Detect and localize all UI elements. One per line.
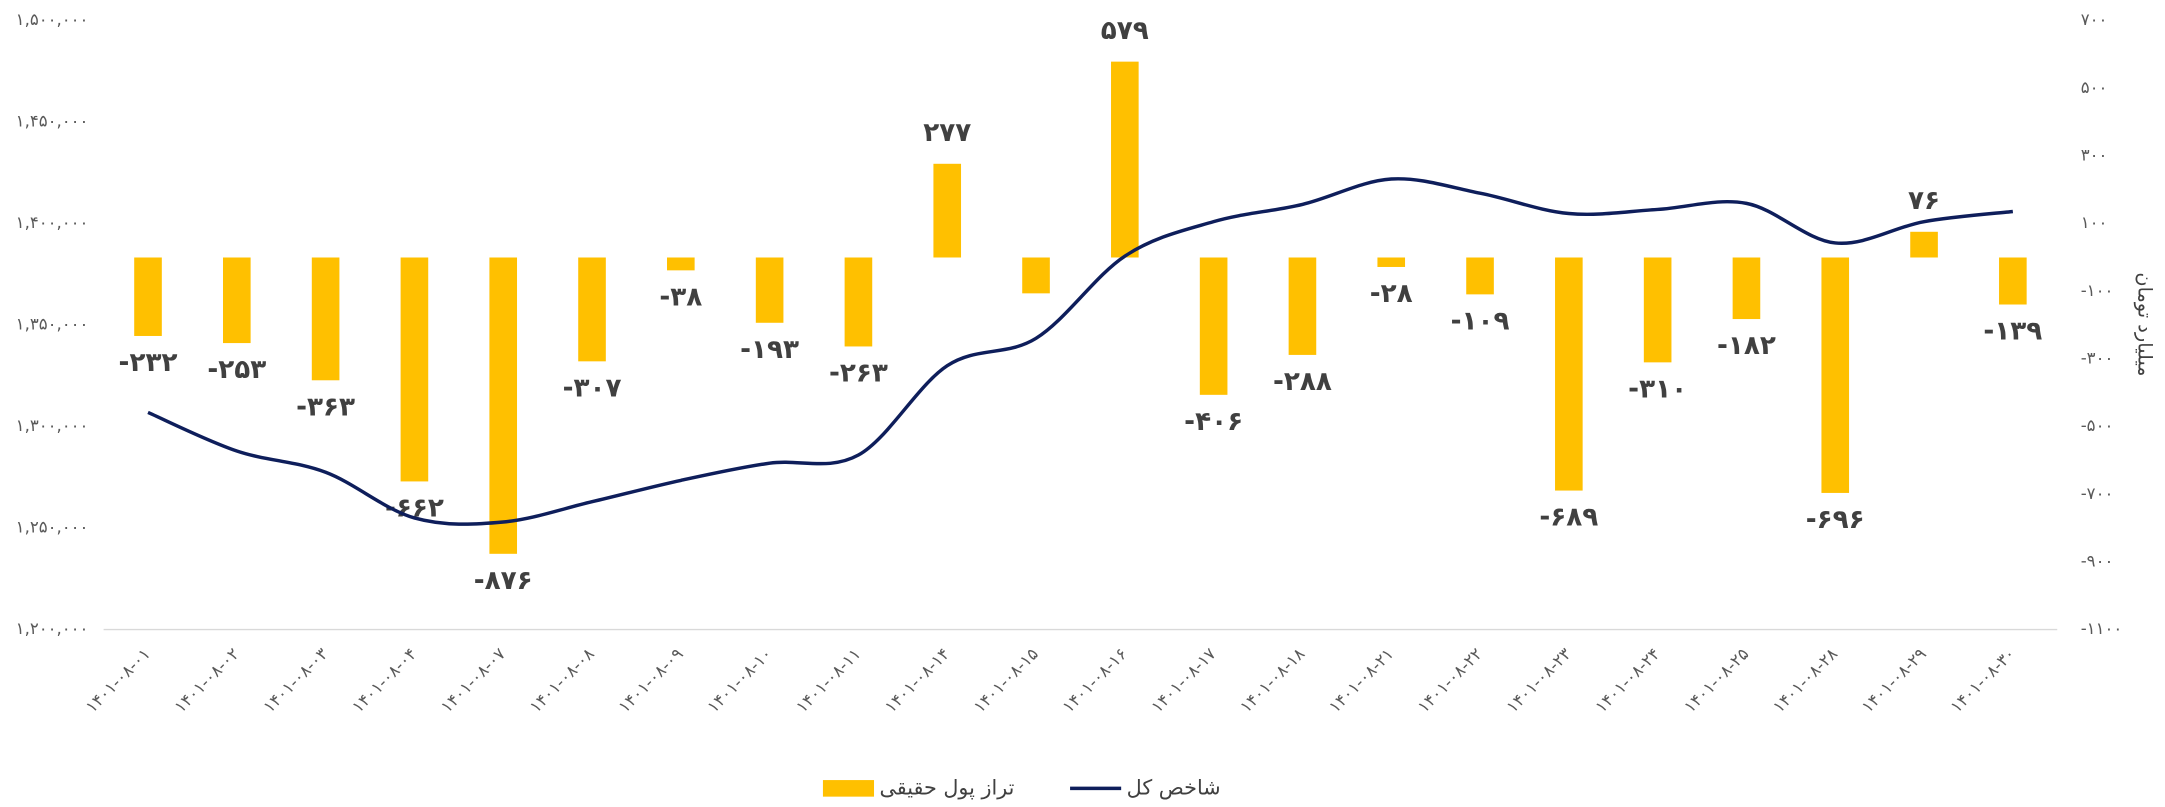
data-label: -۱۸۲: [1717, 331, 1776, 361]
x-tick-label: ۱۴۰۱-۰۸-۱۴: [881, 644, 953, 716]
x-tick-label: ۱۴۰۱-۰۸-۲۱: [1325, 644, 1397, 716]
data-label: ۵۷۹: [1101, 16, 1149, 46]
data-label: -۱۳۹: [1983, 317, 2042, 347]
bar: [1377, 257, 1406, 267]
bar: [667, 257, 695, 271]
bar: [1999, 257, 2027, 305]
data-label: -۳۶۳: [296, 392, 355, 422]
y-tick-label: ۱,۳۵۰,۰۰۰: [16, 315, 89, 334]
x-tick-label: ۱۴۰۱-۰۸-۲۵: [1680, 644, 1752, 716]
x-tick-label: ۱۴۰۱-۰۸-۰۹: [615, 644, 687, 716]
x-tick-label: ۱۴۰۱-۰۸-۲۸: [1769, 644, 1841, 716]
legend-swatch: [822, 780, 875, 797]
x-tick-label: ۱۴۰۱-۰۸-۱۰: [703, 644, 775, 716]
data-label: ۲۷۷: [923, 118, 971, 148]
legend-label: شاخص کل: [1127, 775, 1221, 799]
y2-tick-label: -۹۰۰: [2081, 551, 2114, 570]
data-label: -۳۰۷: [563, 373, 622, 403]
y2-axis-title: میلیارد تومان: [2134, 272, 2157, 376]
data-label: -۳۱۰: [1628, 374, 1687, 404]
x-tick-label: ۱۴۰۱-۰۸-۰۱: [82, 644, 154, 716]
x-tick-label: ۱۴۰۱-۰۸-۰۲: [171, 644, 243, 716]
bar: [1466, 257, 1494, 295]
y2-tick-label: ۱۰۰: [2081, 213, 2108, 232]
y2-tick-label: -۱۱۰۰: [2081, 619, 2123, 638]
y-tick-label: ۱,۳۰۰,۰۰۰: [16, 416, 89, 435]
x-tick-label: ۱۴۰۱-۰۸-۰۷: [437, 644, 509, 716]
data-label: -۲۵۳: [207, 355, 266, 385]
y2-tick-label: -۷۰۰: [2081, 484, 2114, 503]
bar: [755, 257, 784, 323]
data-label: -۲۶۳: [829, 359, 888, 389]
bar: [1732, 257, 1761, 320]
bar: [1288, 257, 1317, 355]
bar: [134, 257, 162, 336]
data-label: -۶۹۶: [1806, 505, 1865, 535]
x-tick-label: ۱۴۰۱-۰۸-۱۱: [792, 644, 864, 716]
bar: [1821, 257, 1850, 493]
data-label: -۸۷۶: [474, 566, 533, 596]
data-label: -۳۸: [659, 282, 702, 312]
bar: [844, 257, 873, 347]
x-tick-label: ۱۴۰۱-۰۸-۲۴: [1591, 644, 1663, 716]
bar: [1022, 257, 1050, 294]
bar: [1643, 257, 1672, 363]
data-label: -۶۸۹: [1539, 503, 1598, 533]
bar: [933, 163, 962, 258]
data-label: -۲۳۲: [119, 348, 178, 378]
y-tick-label: ۱,۴۰۰,۰۰۰: [16, 213, 89, 232]
y2-tick-label: ۵۰۰: [2081, 78, 2108, 97]
data-label: ۷۶: [1908, 186, 1940, 216]
x-tick-label: ۱۴۰۱-۰۸-۱۷: [1147, 644, 1219, 716]
x-tick-label: ۱۴۰۱-۰۸-۱۵: [970, 644, 1042, 716]
bar: [1111, 61, 1139, 258]
y2-tick-label: -۵۰۰: [2081, 416, 2114, 435]
data-label: -۲۸: [1370, 279, 1413, 309]
x-tick-label: ۱۴۰۱-۰۸-۲۲: [1414, 644, 1486, 716]
x-tick-label: ۱۴۰۱-۰۸-۰۴: [348, 644, 420, 716]
x-tick-label: ۱۴۰۱-۰۸-۱۶: [1059, 644, 1131, 716]
data-label: -۴۰۶: [1184, 407, 1243, 437]
bar: [223, 257, 251, 344]
y2-tick-label: ۷۰۰: [2081, 10, 2108, 29]
x-tick-label: ۱۴۰۱-۰۸-۰۸: [526, 644, 598, 716]
x-tick-label: ۱۴۰۱-۰۸-۲۳: [1503, 644, 1575, 716]
y2-tick-label: ۳۰۰: [2081, 146, 2108, 165]
y-tick-label: ۱,۵۰۰,۰۰۰: [16, 10, 89, 29]
x-tick-label: ۱۴۰۱-۰۸-۱۸: [1236, 644, 1308, 716]
data-label: -۱۰۹: [1451, 306, 1510, 336]
x-tick-label: ۱۴۰۱-۰۸-۳۰: [1947, 644, 2019, 716]
legend-label: تراز پول حقیقی: [880, 775, 1015, 799]
line: [147, 177, 2014, 526]
y-tick-label: ۱,۴۵۰,۰۰۰: [16, 112, 89, 131]
data-label: -۱۹۳: [740, 335, 799, 365]
y2-tick-label: -۱۰۰: [2081, 281, 2114, 300]
bar: [1555, 257, 1583, 491]
x-tick-label: ۱۴۰۱-۰۸-۰۳: [259, 644, 331, 716]
bar: [489, 257, 518, 554]
bar: [1910, 231, 1938, 258]
data-label: -۲۸۸: [1273, 367, 1332, 397]
bar: [400, 257, 429, 482]
y-tick-label: ۱,۲۰۰,۰۰۰: [16, 619, 89, 638]
y-tick-label: ۱,۲۵۰,۰۰۰: [16, 518, 89, 537]
bar: [311, 257, 340, 381]
bar: [1199, 257, 1228, 395]
y2-tick-label: -۳۰۰: [2081, 348, 2114, 367]
x-tick-label: ۱۴۰۱-۰۸-۲۹: [1858, 644, 1930, 716]
bar: [578, 257, 606, 362]
